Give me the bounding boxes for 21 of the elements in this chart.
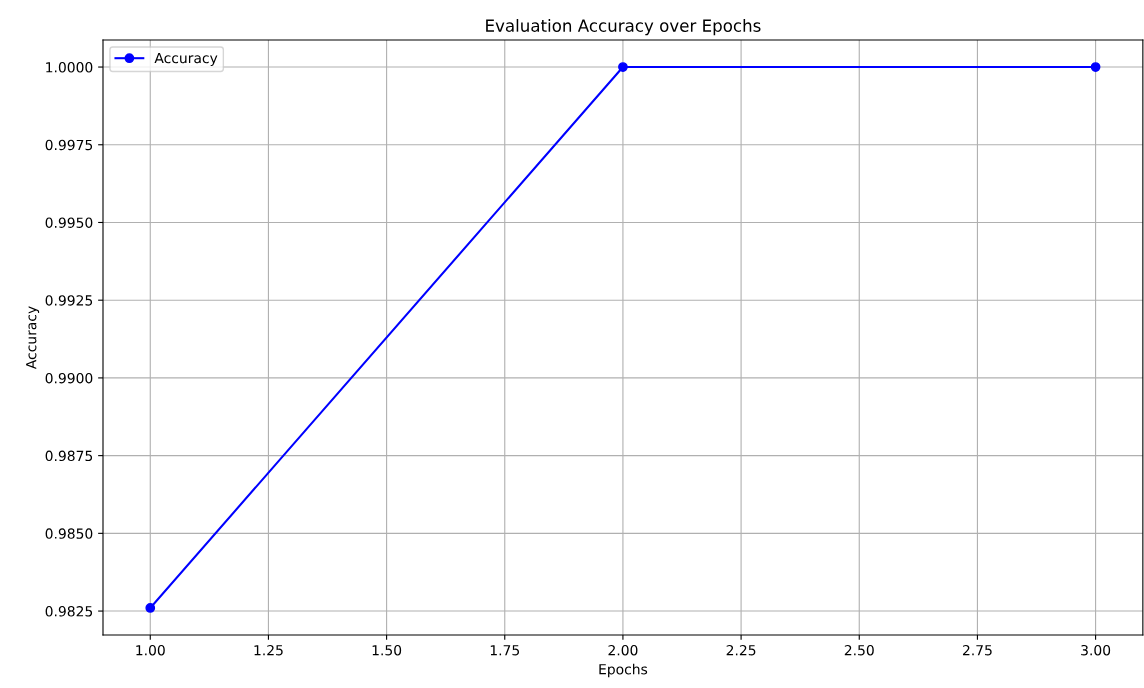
x-tick-label: 2.50: [844, 644, 874, 656]
y-tick-label: 0.9875: [45, 450, 93, 462]
x-tick-label: 2.00: [608, 644, 638, 656]
y-tick-label: 0.9925: [45, 295, 93, 306]
x-tick-label: 1.00: [136, 644, 165, 656]
x-tick-label: 1.25: [254, 644, 283, 656]
x-tick-label: 1.75: [490, 645, 520, 656]
x-tick-label: 2.75: [962, 644, 992, 656]
y-axis-title: Accuracy: [26, 306, 40, 370]
y-tick-label: 0.9975: [45, 139, 93, 151]
chart-title: Evaluation Accuracy over Epochs: [486, 19, 761, 36]
y-tick-label: 1.0000: [46, 62, 93, 73]
y-tick-label: 0.9850: [45, 528, 93, 539]
x-tick-label: 3.00: [1081, 644, 1111, 656]
x-tick-label: 1.50: [372, 644, 402, 656]
y-tick-label: 0.9825: [45, 606, 93, 617]
legend-label: Accuracy: [154, 52, 218, 66]
y-tick-label: 0.9950: [45, 217, 93, 228]
x-tick-label: 2.25: [726, 644, 756, 656]
x-axis-title: Epochs: [599, 663, 648, 678]
y-tick-label: 0.9900: [45, 372, 93, 384]
